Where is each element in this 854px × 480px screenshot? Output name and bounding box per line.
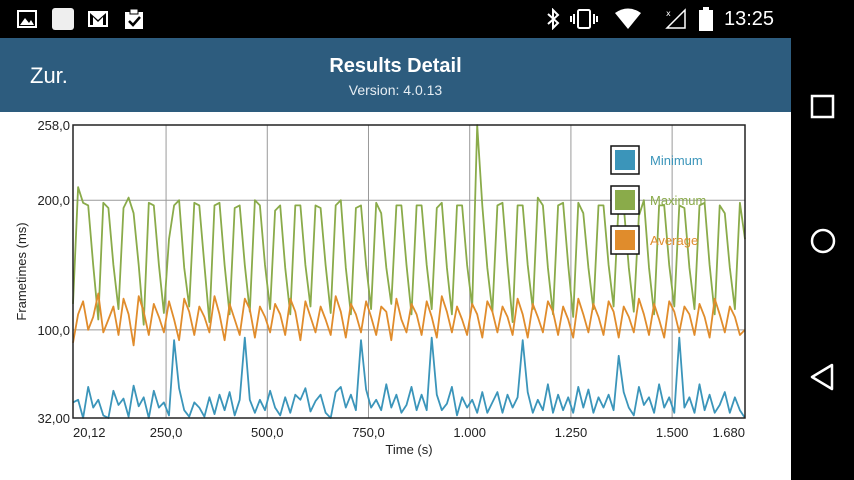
vibrate-icon <box>570 9 598 29</box>
action-bar: Zur. Results Detail Version: 4.0.13 <box>0 38 791 112</box>
x-tick-label: 1.000 <box>453 425 486 440</box>
y-axis-label: Frametimes (ms) <box>14 222 29 320</box>
x-tick-label: 20,12 <box>73 425 106 440</box>
x-tick-label: 250,0 <box>150 425 183 440</box>
recents-button[interactable] <box>791 76 854 136</box>
clipboard-check-icon <box>125 8 143 29</box>
battery-icon <box>699 7 713 31</box>
signal-icon: x <box>665 8 686 29</box>
x-tick-label: 1.250 <box>555 425 588 440</box>
status-bar: x 13:25 <box>0 0 791 38</box>
legend-swatch-average <box>615 230 635 250</box>
x-axis-label: Time (s) <box>385 442 432 457</box>
plot-area <box>73 125 745 418</box>
legend-label-maximum: Maximum <box>650 193 706 208</box>
y-tick-label: 258,0 <box>37 118 70 133</box>
frametimes-chart: 32,00 100,0 200,0 258,0 20,12 250,0 500,0 750,0… <box>14 118 746 457</box>
series-line-average <box>72 292 746 347</box>
page-title: Results Detail <box>329 55 462 77</box>
bluetooth-icon <box>547 8 560 30</box>
legend-label-average: Average <box>650 233 698 248</box>
version-label: Version: 4.0.13 <box>348 82 443 98</box>
chart-container: 32,00 100,0 200,0 258,0 20,12 250,0 500,0 750,0… <box>0 112 791 480</box>
y-tick-label: 100,0 <box>37 323 70 338</box>
legend-swatch-minimum <box>615 150 635 170</box>
home-circle-icon <box>810 228 836 254</box>
navigation-bar <box>791 0 854 480</box>
home-button[interactable] <box>791 210 854 270</box>
image-icon <box>17 10 37 28</box>
series-line-maximum <box>72 124 746 326</box>
legend-label-minimum: Minimum <box>650 153 703 168</box>
y-tick-label: 32,00 <box>37 411 70 426</box>
app-icon <box>52 8 74 30</box>
back-triangle-icon <box>810 363 834 391</box>
svg-text:x: x <box>666 9 671 18</box>
wifi-icon <box>615 8 641 29</box>
legend-swatch-maximum <box>615 190 635 210</box>
x-tick-label: 500,0 <box>251 425 284 440</box>
series-line-minimum <box>72 336 746 419</box>
y-tick-label: 200,0 <box>37 193 70 208</box>
recents-square-icon <box>810 94 835 119</box>
x-tick-label: 750,0 <box>352 425 385 440</box>
plot-border <box>72 124 746 419</box>
back-link[interactable]: Zur. <box>30 63 68 88</box>
back-button[interactable] <box>791 345 854 405</box>
gmail-icon <box>88 11 108 27</box>
clock: 13:25 <box>724 8 775 30</box>
x-tick-label: 1.500 <box>656 425 689 440</box>
x-tick-label: 1.680 <box>712 425 745 440</box>
